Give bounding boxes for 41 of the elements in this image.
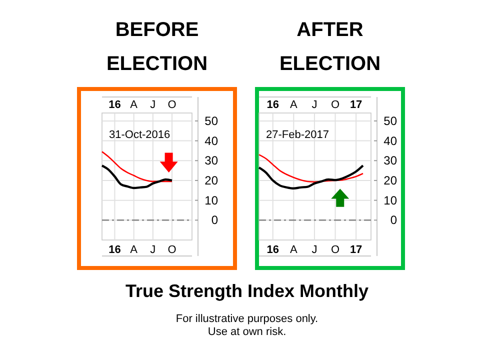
x-tick-label: O — [168, 99, 177, 111]
line-series — [101, 151, 173, 182]
chart-title: AFTER ELECTION — [279, 19, 381, 75]
category-label: O — [330, 244, 340, 256]
x-tick-label: O — [330, 99, 340, 111]
y-tick-label: 20 — [384, 173, 398, 188]
category-label: O — [168, 244, 176, 256]
y-tick-label: 50 — [204, 114, 218, 128]
annotation: 31-Oct-2016 — [109, 129, 170, 141]
y-tick-label: 40 — [384, 134, 398, 148]
category-label: 16 — [266, 244, 279, 256]
line-series — [100, 164, 174, 190]
text: Use at own risk. — [208, 326, 286, 338]
chart-title: BEFORE ELECTION — [106, 19, 208, 75]
x-tick-label: 16 — [266, 99, 279, 111]
category-label: J — [150, 244, 156, 256]
y-tick-label: 30 — [204, 154, 218, 168]
category-label: A — [130, 244, 138, 256]
annotation: 27-Feb-2017 — [266, 129, 329, 141]
y-tick-label: 10 — [204, 193, 218, 208]
y-tick-label: 0 — [211, 213, 218, 228]
y-tick-label: 10 — [384, 193, 398, 208]
y-tick-label: 50 — [384, 114, 398, 128]
category-label: 16 — [108, 244, 121, 256]
line-series — [258, 164, 364, 190]
line-series — [258, 154, 364, 183]
category-label: J — [312, 244, 318, 256]
text: For illustrative purposes only. — [176, 313, 318, 325]
x-tick-label: A — [130, 99, 138, 111]
y-tick-label: 20 — [204, 173, 218, 188]
y-tick-label: 0 — [390, 213, 398, 228]
category-label: A — [290, 244, 298, 256]
x-tick-label: J — [312, 99, 318, 111]
x-tick-label: 16 — [108, 99, 121, 111]
text: True Strength Index Monthly — [125, 281, 369, 301]
x-tick-label: 17 — [350, 99, 362, 111]
category-label: 17 — [350, 244, 362, 256]
y-tick-label: 30 — [384, 154, 398, 168]
y-tick-label: 40 — [204, 134, 218, 148]
x-tick-label: J — [150, 99, 156, 111]
x-tick-label: A — [290, 99, 298, 111]
